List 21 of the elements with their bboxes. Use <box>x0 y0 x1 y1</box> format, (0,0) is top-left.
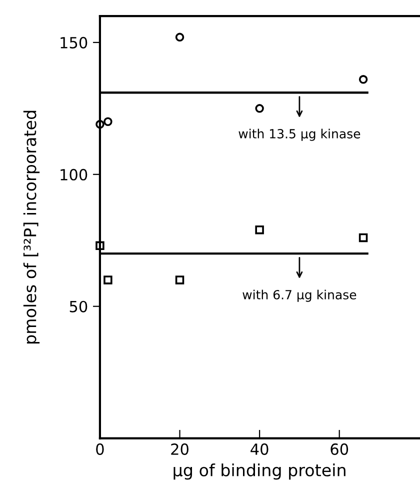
x-tick-label: 0 <box>96 443 104 455</box>
point <box>255 104 264 113</box>
point <box>358 233 368 242</box>
x-axis-title: μg of binding protein <box>174 464 346 480</box>
x-tick-label: 20 <box>171 443 188 455</box>
point <box>104 117 112 126</box>
point <box>255 225 264 234</box>
x-tick-label: 40 <box>250 443 268 455</box>
y-tick-label: 150 <box>60 36 88 48</box>
annotation: with 13.5 μg kinase <box>238 128 360 141</box>
point <box>358 75 368 84</box>
point <box>96 241 104 250</box>
x-tick-label: 60 <box>330 443 348 455</box>
point <box>175 276 184 284</box>
annotation: with 6.7 μg kinase <box>242 290 356 302</box>
y-tick-label: 100 <box>60 168 88 180</box>
point <box>96 120 104 129</box>
point <box>104 276 112 284</box>
point <box>175 32 184 42</box>
y-axis-title: pmoles of [³²P] incorporated <box>23 110 40 344</box>
y-tick-label: 50 <box>70 300 88 312</box>
